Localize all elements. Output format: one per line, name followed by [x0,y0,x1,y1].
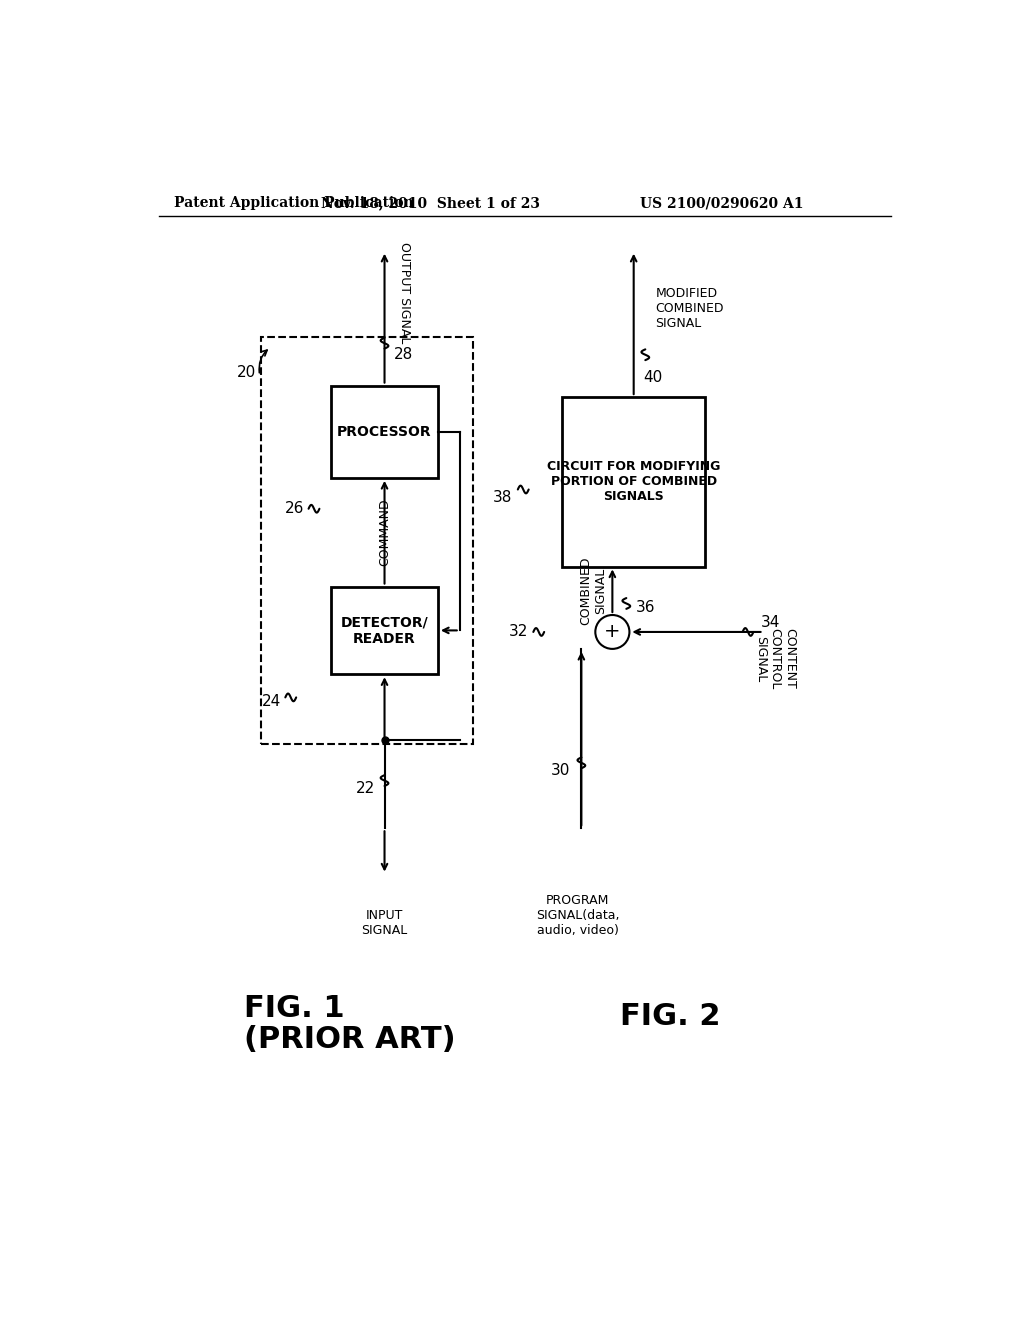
Text: COMMAND: COMMAND [378,499,391,566]
Text: FIG. 1: FIG. 1 [245,994,345,1023]
Text: Patent Application Publication: Patent Application Publication [174,197,414,210]
Text: CONTENT
CONTROL
SIGNAL: CONTENT CONTROL SIGNAL [754,628,797,689]
Text: 28: 28 [394,347,413,362]
Text: Nov. 18, 2010  Sheet 1 of 23: Nov. 18, 2010 Sheet 1 of 23 [321,197,540,210]
Bar [331,586,438,675]
Text: 40: 40 [643,371,663,385]
Text: DETECTOR/
READER: DETECTOR/ READER [341,615,428,645]
Text: 20: 20 [237,364,256,380]
Text: 34: 34 [761,615,779,630]
Text: 30: 30 [551,763,570,777]
Bar [331,385,438,478]
Text: US 2100/0290620 A1: US 2100/0290620 A1 [640,197,803,210]
Bar [562,397,706,566]
Text: FIG. 2: FIG. 2 [621,1002,721,1031]
Text: 32: 32 [509,624,528,639]
Text: (PRIOR ART): (PRIOR ART) [245,1024,456,1053]
Text: 22: 22 [356,780,375,796]
Circle shape [595,615,630,649]
Text: +: + [604,623,621,642]
Text: 24: 24 [262,694,282,709]
Text: CIRCUIT FOR MODIFYING
PORTION OF COMBINED
SIGNALS: CIRCUIT FOR MODIFYING PORTION OF COMBINE… [547,461,720,503]
Text: PROCESSOR: PROCESSOR [337,425,432,438]
Text: OUTPUT SIGNAL: OUTPUT SIGNAL [398,243,412,343]
Text: 38: 38 [493,490,512,504]
Bar [261,337,473,743]
Text: COMBINED
SIGNAL: COMBINED SIGNAL [579,557,607,624]
Text: 36: 36 [636,599,655,615]
Text: MODIFIED
COMBINED
SIGNAL: MODIFIED COMBINED SIGNAL [655,286,724,330]
Text: 26: 26 [286,502,305,516]
Text: INPUT
SIGNAL: INPUT SIGNAL [361,909,408,937]
Text: PROGRAM
SIGNAL(data,
audio, video): PROGRAM SIGNAL(data, audio, video) [536,894,620,937]
